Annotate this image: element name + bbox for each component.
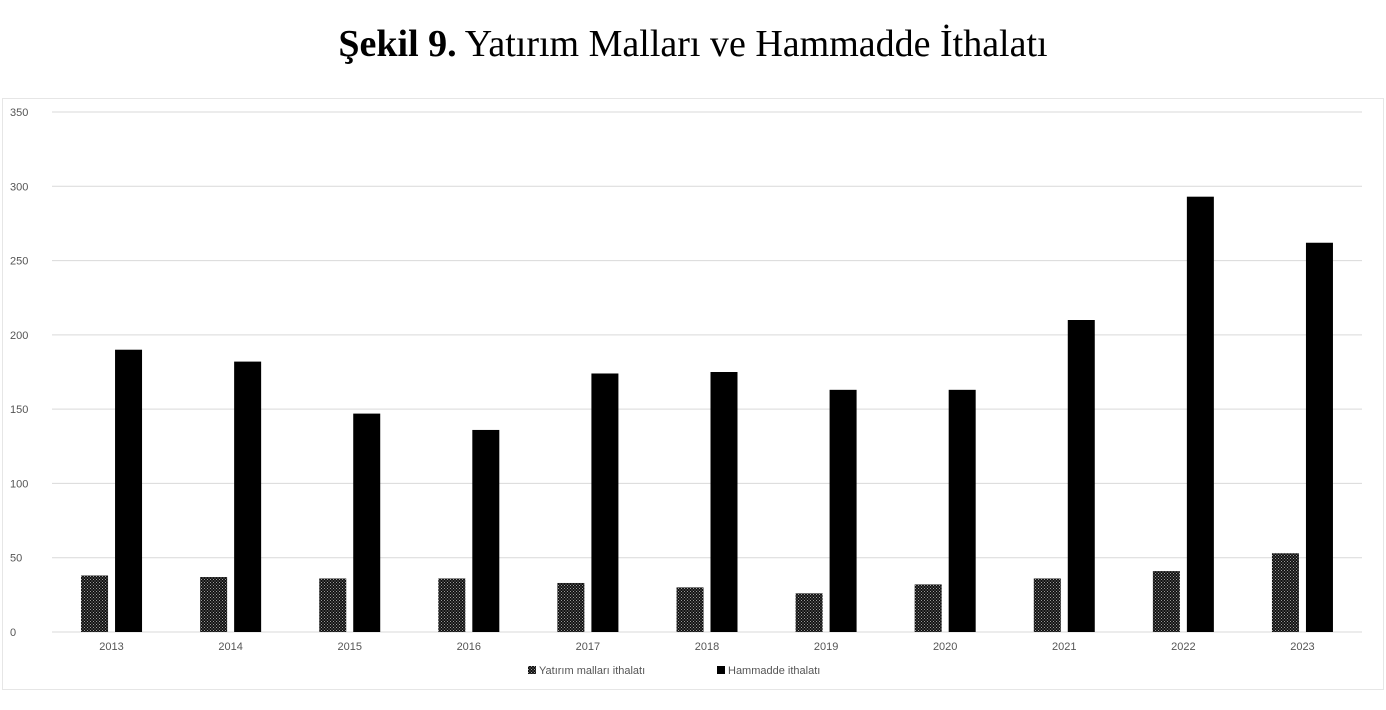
y-tick-label: 300 xyxy=(10,181,28,193)
bar-yatirim xyxy=(795,593,823,632)
bar-yatirim xyxy=(1271,553,1299,632)
x-tick-label: 2022 xyxy=(1171,641,1195,653)
bar-hammadde xyxy=(472,429,500,632)
legend-yatirim-label: Yatırım malları ithalatı xyxy=(539,665,645,677)
y-tick-label: 250 xyxy=(10,256,28,268)
y-tick-label: 0 xyxy=(10,627,16,639)
bar-yatirim xyxy=(81,575,109,632)
x-tick-label: 2013 xyxy=(99,641,123,653)
x-tick-label: 2019 xyxy=(814,641,838,653)
bar-yatirim xyxy=(1033,578,1061,632)
bar-hammadde xyxy=(1305,242,1333,632)
legend-hammadde-label: Hammadde ithalatı xyxy=(728,665,820,677)
bar-hammadde xyxy=(1067,320,1095,632)
bar-hammadde xyxy=(353,413,381,632)
y-tick-label: 150 xyxy=(10,404,28,416)
x-tick-label: 2018 xyxy=(695,641,719,653)
y-tick-label: 350 xyxy=(10,107,28,119)
y-axis-ticks: 0 50 100 150 200 250 300 350 xyxy=(10,107,28,639)
x-tick-label: 2016 xyxy=(457,641,481,653)
bar-yatirim xyxy=(676,587,704,632)
bar-hammadde xyxy=(948,389,976,632)
bar-hammadde xyxy=(710,372,738,632)
legend-yatirim-swatch xyxy=(528,666,536,674)
x-tick-label: 2020 xyxy=(933,641,957,653)
x-tick-label: 2023 xyxy=(1290,641,1314,653)
bar-yatirim xyxy=(914,584,942,632)
x-tick-label: 2014 xyxy=(218,641,242,653)
bar-hammadde xyxy=(115,349,143,632)
figure-title-text: Yatırım Malları ve Hammadde İthalatı xyxy=(464,23,1048,65)
grid-lines xyxy=(52,111,1362,633)
bar-yatirim xyxy=(200,577,228,632)
x-tick-label: 2021 xyxy=(1052,641,1076,653)
bar-yatirim xyxy=(319,578,347,632)
figure-title-prefix: Şekil 9. xyxy=(338,23,457,65)
x-axis-ticks: 2013 2014 2015 2016 2017 2018 2019 2020 2021 2022… xyxy=(99,641,1314,653)
bar-hammadde xyxy=(591,373,619,632)
legend: Yatırım malları ithalatı Hammadde ithalat… xyxy=(528,665,820,677)
chart-frame xyxy=(2,98,1384,690)
bar-hammadde xyxy=(829,389,857,632)
bar-yatirim xyxy=(557,582,585,632)
x-tick-label: 2017 xyxy=(576,641,600,653)
y-tick-label: 50 xyxy=(10,553,22,565)
bars xyxy=(81,196,1333,632)
figure-title: Şekil 9. Yatırım Malları ve Hammadde İth… xyxy=(0,22,1386,66)
legend-hammadde-swatch xyxy=(717,666,725,674)
x-tick-label: 2015 xyxy=(337,641,361,653)
bar-yatirim xyxy=(438,578,466,632)
y-tick-label: 100 xyxy=(10,478,28,490)
bar-hammadde xyxy=(1186,196,1214,632)
bar-yatirim xyxy=(1152,571,1180,632)
bar-hammadde xyxy=(234,361,262,632)
y-tick-label: 200 xyxy=(10,330,28,342)
